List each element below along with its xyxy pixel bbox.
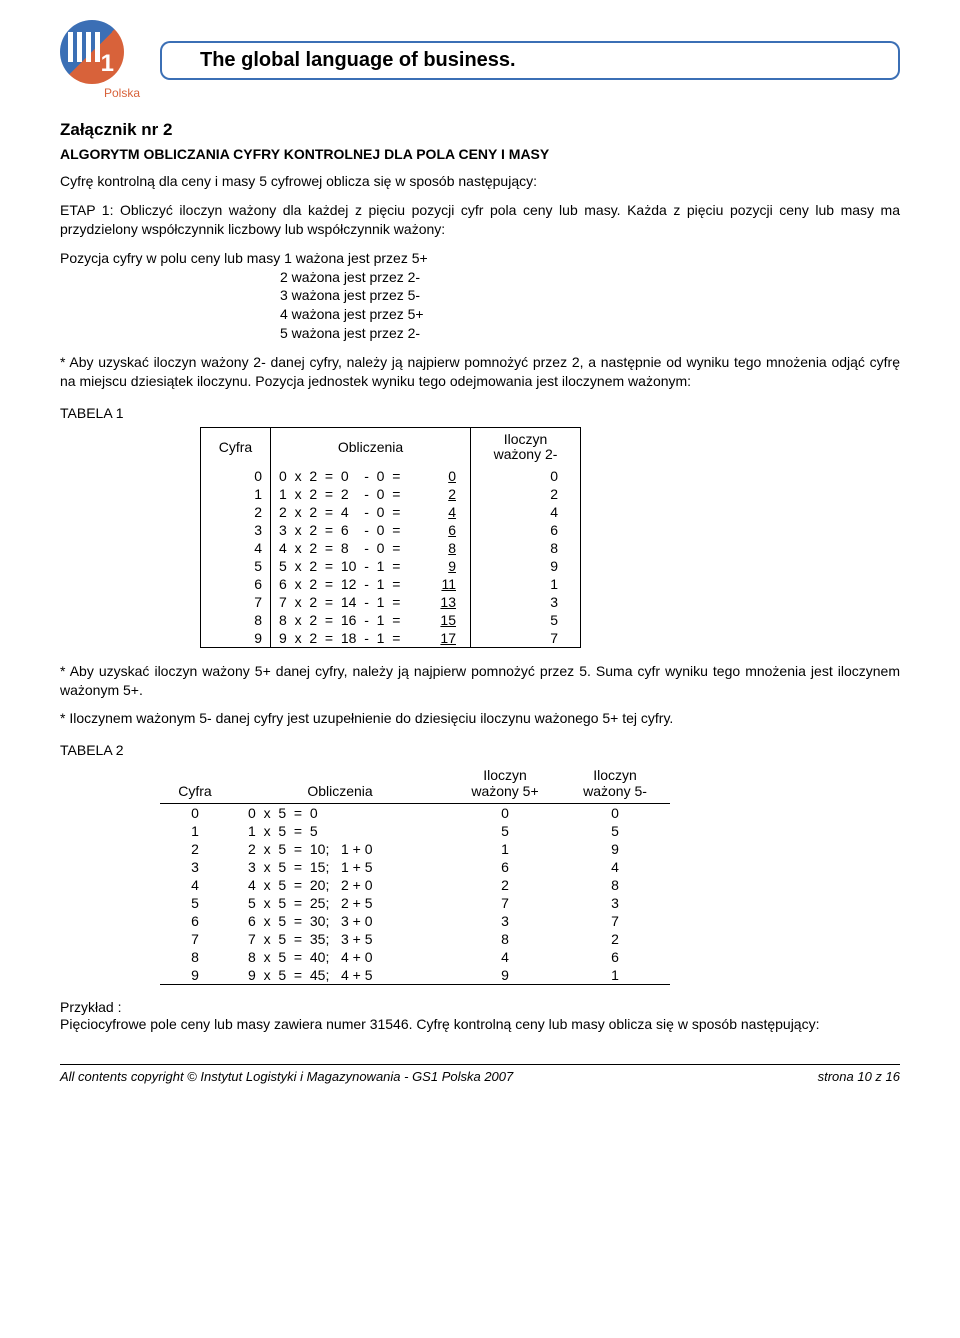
table-row: 55 x 5 = 25; 2 + 573	[160, 894, 670, 912]
table-row: 33 x 2 = 6 - 0 =66	[201, 521, 581, 539]
th2-w5m: Iloczyn ważony 5-	[560, 764, 670, 803]
note-5minus: * Iloczynem ważonym 5- danej cyfry jest …	[60, 709, 900, 728]
table-2: Cyfra Obliczenia Iloczyn ważony 5+ Ilocz…	[160, 764, 670, 985]
weight-line-5: 5 ważona jest przez 2-	[280, 324, 900, 343]
logo-subtext: Polska	[60, 86, 140, 100]
table-row: 11 x 5 = 555	[160, 822, 670, 840]
table-row: 66 x 2 = 12 - 1 =111	[201, 575, 581, 593]
table-row: 77 x 5 = 35; 3 + 582	[160, 930, 670, 948]
footer: All contents copyright © Instytut Logist…	[60, 1064, 900, 1084]
th2-oblicz: Obliczenia	[230, 764, 450, 803]
table-row: 44 x 2 = 8 - 0 =88	[201, 539, 581, 557]
table-row: 33 x 5 = 15; 1 + 564	[160, 858, 670, 876]
weight-line-4: 4 ważona jest przez 5+	[280, 305, 900, 324]
table-row: 88 x 5 = 40; 4 + 046	[160, 948, 670, 966]
gs1-logo: 1 Polska	[60, 20, 140, 100]
etap1-label: ETAP 1:	[60, 202, 113, 218]
table2-label: TABELA 2	[60, 742, 900, 758]
table-row: 88 x 2 = 16 - 1 =155	[201, 611, 581, 629]
example-label: Przykład :	[60, 999, 900, 1015]
algorithm-subtitle: ALGORYTM OBLICZANIA CYFRY KONTROLNEJ DLA…	[60, 146, 900, 162]
table-row: 77 x 2 = 14 - 1 =133	[201, 593, 581, 611]
weight-line-3: 3 ważona jest przez 5-	[280, 286, 900, 305]
table-row: 55 x 2 = 10 - 1 =99	[201, 557, 581, 575]
weight-line-2: 2 ważona jest przez 2-	[280, 268, 900, 287]
table-1: Cyfra Obliczenia Iloczyn ważony 2- 00 x …	[200, 427, 581, 648]
table-row: 00 x 2 = 0 - 0 =00	[201, 467, 581, 485]
th2-w5p: Iloczyn ważony 5+	[450, 764, 560, 803]
table-row: 66 x 5 = 30; 3 + 037	[160, 912, 670, 930]
table-row: 11 x 2 = 2 - 0 =22	[201, 485, 581, 503]
attachment-title: Załącznik nr 2	[60, 120, 900, 140]
footer-right: strona 10 z 16	[818, 1069, 900, 1084]
header: 1 Polska The global language of business…	[60, 20, 900, 100]
table1-label: TABELA 1	[60, 405, 900, 421]
table-row: 99 x 2 = 18 - 1 =177	[201, 629, 581, 648]
table-row: 00 x 5 = 000	[160, 804, 670, 823]
logo-number: 1	[101, 50, 114, 78]
table-row: 99 x 5 = 45; 4 + 591	[160, 966, 670, 985]
note-5plus: * Aby uzyskać iloczyn ważony 5+ danej cy…	[60, 662, 900, 700]
etap1: ETAP 1: Obliczyć iloczyn ważony dla każd…	[60, 201, 900, 239]
th-oblicz: Obliczenia	[271, 427, 471, 466]
intro-text: Cyfrę kontrolną dla ceny i masy 5 cyfrow…	[60, 172, 900, 191]
note-2minus: * Aby uzyskać iloczyn ważony 2- danej cy…	[60, 353, 900, 391]
footer-left: All contents copyright © Instytut Logist…	[60, 1069, 513, 1084]
th2-cyfra: Cyfra	[160, 764, 230, 803]
table-row: 44 x 5 = 20; 2 + 028	[160, 876, 670, 894]
th-cyfra: Cyfra	[201, 427, 271, 466]
tagline: The global language of business.	[200, 49, 878, 72]
table-row: 22 x 2 = 4 - 0 =44	[201, 503, 581, 521]
weight-lead: Pozycja cyfry w polu ceny lub masy 1 waż…	[60, 249, 900, 268]
table-row: 22 x 5 = 10; 1 + 019	[160, 840, 670, 858]
tagline-frame: The global language of business.	[170, 41, 900, 80]
etap1-text: Obliczyć iloczyn ważony dla każdej z pię…	[60, 202, 900, 237]
example-text: Pięciocyfrowe pole ceny lub masy zawiera…	[60, 1015, 900, 1034]
th-iloczyn: Iloczyn ważony 2-	[471, 427, 581, 466]
